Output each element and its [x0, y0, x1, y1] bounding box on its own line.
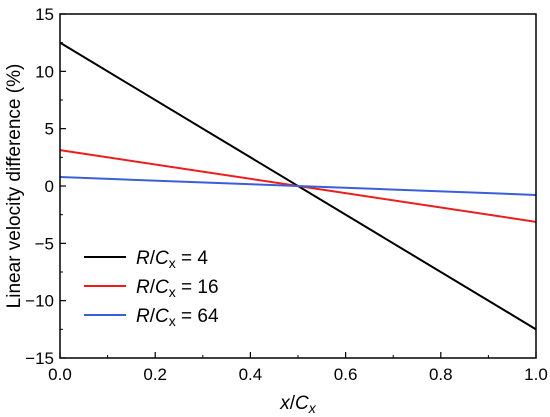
y-tick-label: −5 [35, 234, 54, 253]
y-tick-label: 0 [45, 177, 54, 196]
x-tick-label: 0.4 [239, 365, 263, 384]
x-tick-label: 0.6 [334, 365, 358, 384]
x-tick-label: 0.2 [143, 365, 167, 384]
legend-label-1: R/Cx = 16 [136, 277, 219, 300]
x-axis-title-denom: C [295, 393, 309, 414]
y-tick-label: 5 [45, 120, 54, 139]
legend: R/Cx = 4 R/Cx = 16 R/Cx = 64 [84, 248, 219, 329]
plot-area [59, 41, 537, 331]
legend-label-2: R/Cx = 64 [136, 306, 219, 329]
y-tick-label: −10 [25, 292, 54, 311]
x-axis-title-sep: / [290, 393, 296, 414]
x-axis-title: x/Cx [279, 393, 317, 416]
y-tick-label: −15 [25, 349, 54, 368]
y-axis-ticks: −15 −10 −5 0 5 10 15 [25, 5, 66, 368]
series-line-2 [59, 176, 537, 196]
x-axis-ticks: 0.0 0.2 0.4 0.6 0.8 1.0 [48, 352, 548, 384]
x-tick-label: 0.8 [429, 365, 453, 384]
x-axis-title-sub: x [308, 400, 317, 416]
y-tick-label: 15 [35, 5, 54, 24]
x-tick-label: 0.0 [48, 365, 72, 384]
legend-label-0: R/Cx = 4 [136, 248, 208, 271]
x-tick-label: 1.0 [524, 365, 548, 384]
y-axis-title: Linear velocity difference (%) [4, 64, 25, 309]
y-tick-label: 10 [35, 62, 54, 81]
x-axis-title-var: x [279, 393, 291, 414]
plot-frame [59, 13, 537, 359]
